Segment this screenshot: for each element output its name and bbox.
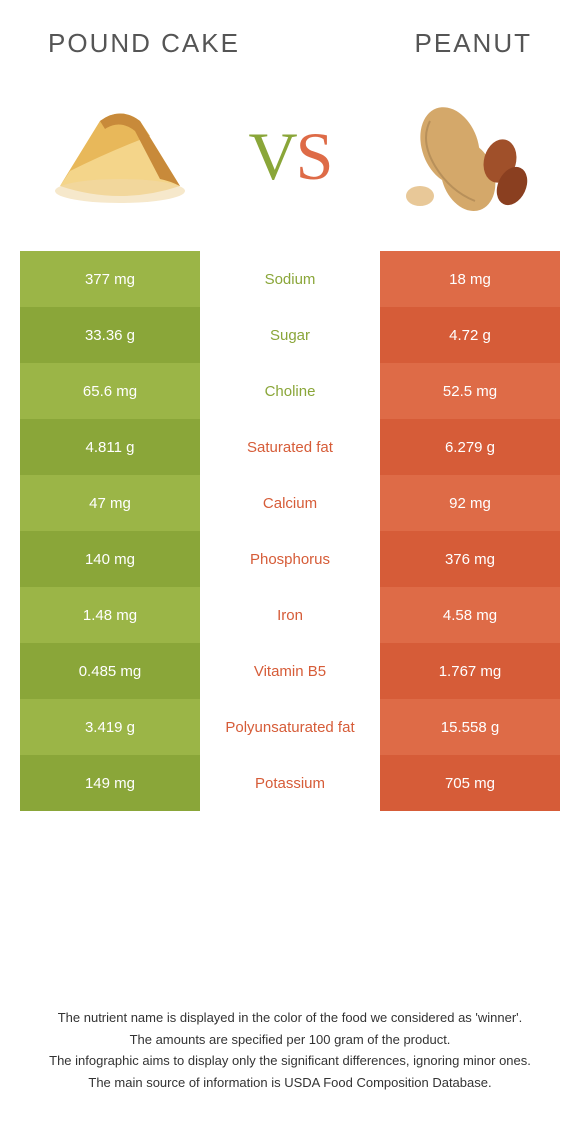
left-value: 3.419 g <box>20 699 200 755</box>
right-value: 1.767 mg <box>380 643 560 699</box>
table-row: 377 mgSodium18 mg <box>20 251 560 307</box>
left-value: 1.48 mg <box>20 587 200 643</box>
left-food-title: POUND CAKE <box>48 28 240 59</box>
right-value: 705 mg <box>380 755 560 811</box>
footer-notes: The nutrient name is displayed in the co… <box>0 1008 580 1094</box>
peanut-icon <box>380 91 540 221</box>
right-value: 6.279 g <box>380 419 560 475</box>
right-food-title: PEANUT <box>415 28 532 59</box>
header: POUND CAKE PEANUT <box>0 0 580 71</box>
hero-row: VS <box>0 71 580 251</box>
table-row: 4.811 gSaturated fat6.279 g <box>20 419 560 475</box>
right-value: 52.5 mg <box>380 363 560 419</box>
vs-v: V <box>249 118 296 194</box>
table-row: 33.36 gSugar4.72 g <box>20 307 560 363</box>
left-value: 33.36 g <box>20 307 200 363</box>
table-row: 1.48 mgIron4.58 mg <box>20 587 560 643</box>
left-value: 47 mg <box>20 475 200 531</box>
comparison-table: 377 mgSodium18 mg33.36 gSugar4.72 g65.6 … <box>20 251 560 811</box>
pound-cake-icon <box>40 91 200 221</box>
vs-s: S <box>296 118 332 194</box>
nutrient-name: Sugar <box>200 307 380 363</box>
table-row: 65.6 mgCholine52.5 mg <box>20 363 560 419</box>
nutrient-name: Choline <box>200 363 380 419</box>
left-value: 65.6 mg <box>20 363 200 419</box>
right-value: 15.558 g <box>380 699 560 755</box>
table-row: 3.419 gPolyunsaturated fat15.558 g <box>20 699 560 755</box>
right-value: 18 mg <box>380 251 560 307</box>
nutrient-name: Polyunsaturated fat <box>200 699 380 755</box>
table-row: 140 mgPhosphorus376 mg <box>20 531 560 587</box>
nutrient-name: Saturated fat <box>200 419 380 475</box>
nutrient-name: Calcium <box>200 475 380 531</box>
nutrient-name: Iron <box>200 587 380 643</box>
right-value: 4.58 mg <box>380 587 560 643</box>
right-value: 376 mg <box>380 531 560 587</box>
nutrient-name: Phosphorus <box>200 531 380 587</box>
table-row: 149 mgPotassium705 mg <box>20 755 560 811</box>
nutrient-name: Vitamin B5 <box>200 643 380 699</box>
table-row: 47 mgCalcium92 mg <box>20 475 560 531</box>
left-value: 4.811 g <box>20 419 200 475</box>
vs-label: VS <box>249 117 332 196</box>
footer-line: The infographic aims to display only the… <box>40 1051 540 1071</box>
left-value: 149 mg <box>20 755 200 811</box>
footer-line: The main source of information is USDA F… <box>40 1073 540 1093</box>
nutrient-name: Sodium <box>200 251 380 307</box>
right-value: 92 mg <box>380 475 560 531</box>
footer-line: The amounts are specified per 100 gram o… <box>40 1030 540 1050</box>
left-value: 377 mg <box>20 251 200 307</box>
left-value: 0.485 mg <box>20 643 200 699</box>
nutrient-name: Potassium <box>200 755 380 811</box>
right-value: 4.72 g <box>380 307 560 363</box>
table-row: 0.485 mgVitamin B51.767 mg <box>20 643 560 699</box>
footer-line: The nutrient name is displayed in the co… <box>40 1008 540 1028</box>
left-value: 140 mg <box>20 531 200 587</box>
